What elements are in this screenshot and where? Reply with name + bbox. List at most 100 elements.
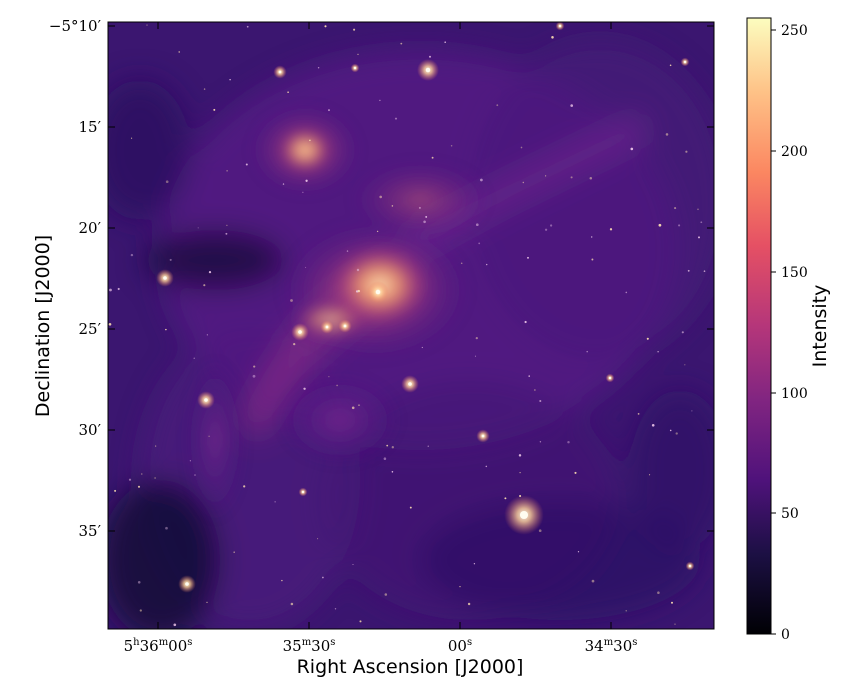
faint-star xyxy=(303,387,306,390)
faint-star xyxy=(474,355,477,357)
faint-star xyxy=(357,53,359,56)
faint-star xyxy=(685,150,688,153)
faint-star xyxy=(322,576,324,579)
faint-star xyxy=(674,623,676,625)
faint-star xyxy=(570,104,574,107)
faint-star xyxy=(225,232,228,235)
faint-star xyxy=(208,270,212,274)
faint-star xyxy=(173,623,177,627)
y-tick-label-3: 25′ xyxy=(79,320,102,338)
faint-star xyxy=(444,41,446,43)
faint-star xyxy=(391,446,394,449)
faint-star xyxy=(539,441,542,443)
faint-star xyxy=(165,180,169,184)
faint-star xyxy=(475,223,479,227)
faint-star xyxy=(421,346,423,349)
faint-star xyxy=(146,24,148,26)
faint-star xyxy=(245,163,248,166)
faint-star xyxy=(518,454,522,457)
star-core xyxy=(608,376,612,380)
faint-star xyxy=(379,195,383,199)
faint-star xyxy=(669,429,672,432)
faint-star xyxy=(334,608,337,610)
faint-star xyxy=(544,228,548,231)
faint-star xyxy=(589,176,593,180)
faint-star xyxy=(646,337,649,340)
faint-star xyxy=(527,256,529,259)
star-core xyxy=(325,325,329,329)
x-tick-label-1: 35m30s xyxy=(283,637,336,655)
faint-star xyxy=(358,404,360,406)
faint-star xyxy=(625,610,627,612)
faint-star xyxy=(305,179,308,182)
colorbar-tick-200: 200 xyxy=(781,144,808,160)
faint-star xyxy=(425,215,428,218)
faint-star xyxy=(246,25,249,28)
faint-star xyxy=(252,374,256,378)
faint-star xyxy=(467,602,471,606)
faint-star xyxy=(703,270,706,272)
star-core xyxy=(163,276,167,280)
faint-star xyxy=(305,266,307,268)
y-tick-label-4: 30′ xyxy=(79,421,102,439)
faint-star xyxy=(657,591,660,594)
star-core xyxy=(558,24,562,28)
faint-star xyxy=(353,28,356,31)
faint-star xyxy=(574,471,577,474)
faint-star xyxy=(226,170,228,172)
plot-frame xyxy=(107,21,715,630)
faint-star xyxy=(114,489,117,492)
faint-star xyxy=(450,144,453,147)
faint-star xyxy=(290,299,293,302)
faint-star xyxy=(394,117,398,120)
faint-star xyxy=(591,579,595,583)
faint-star xyxy=(141,473,143,475)
faint-star xyxy=(203,88,206,90)
star-core xyxy=(481,434,485,438)
faint-star xyxy=(379,99,381,102)
faint-star xyxy=(233,551,235,553)
faint-star xyxy=(669,64,672,67)
faint-star xyxy=(137,485,141,488)
faint-star xyxy=(428,55,432,58)
faint-star xyxy=(357,289,361,293)
faint-star xyxy=(691,410,693,412)
faint-star xyxy=(609,228,613,231)
faint-star xyxy=(687,269,690,272)
faint-star xyxy=(328,376,330,378)
faint-star xyxy=(154,477,156,479)
nebula-image xyxy=(108,22,714,629)
faint-star xyxy=(570,176,573,179)
faint-star xyxy=(384,593,388,596)
faint-star xyxy=(206,601,208,604)
faint-star xyxy=(504,497,507,500)
star-core xyxy=(375,289,381,295)
faint-star xyxy=(637,413,640,415)
faint-star xyxy=(108,322,112,326)
faint-star xyxy=(131,137,133,139)
faint-star xyxy=(155,445,157,447)
faint-star xyxy=(197,227,199,229)
star-core xyxy=(353,66,357,70)
faint-star xyxy=(671,601,673,604)
faint-star xyxy=(591,258,594,261)
faint-star xyxy=(165,328,167,331)
faint-star xyxy=(519,471,521,474)
faint-star xyxy=(651,424,655,427)
faint-star xyxy=(203,284,206,287)
faint-star xyxy=(391,205,394,207)
faint-star xyxy=(165,526,168,530)
faint-star xyxy=(302,191,304,193)
faint-star xyxy=(324,25,327,28)
faint-star xyxy=(567,440,570,444)
faint-star xyxy=(475,336,478,340)
star-core xyxy=(343,324,347,328)
faint-star xyxy=(290,602,294,606)
faint-star xyxy=(427,445,429,447)
faint-star xyxy=(137,581,141,584)
colorbar-gradient xyxy=(746,17,772,635)
faint-star xyxy=(590,236,593,238)
faint-star xyxy=(681,331,684,334)
faint-star xyxy=(178,51,180,53)
